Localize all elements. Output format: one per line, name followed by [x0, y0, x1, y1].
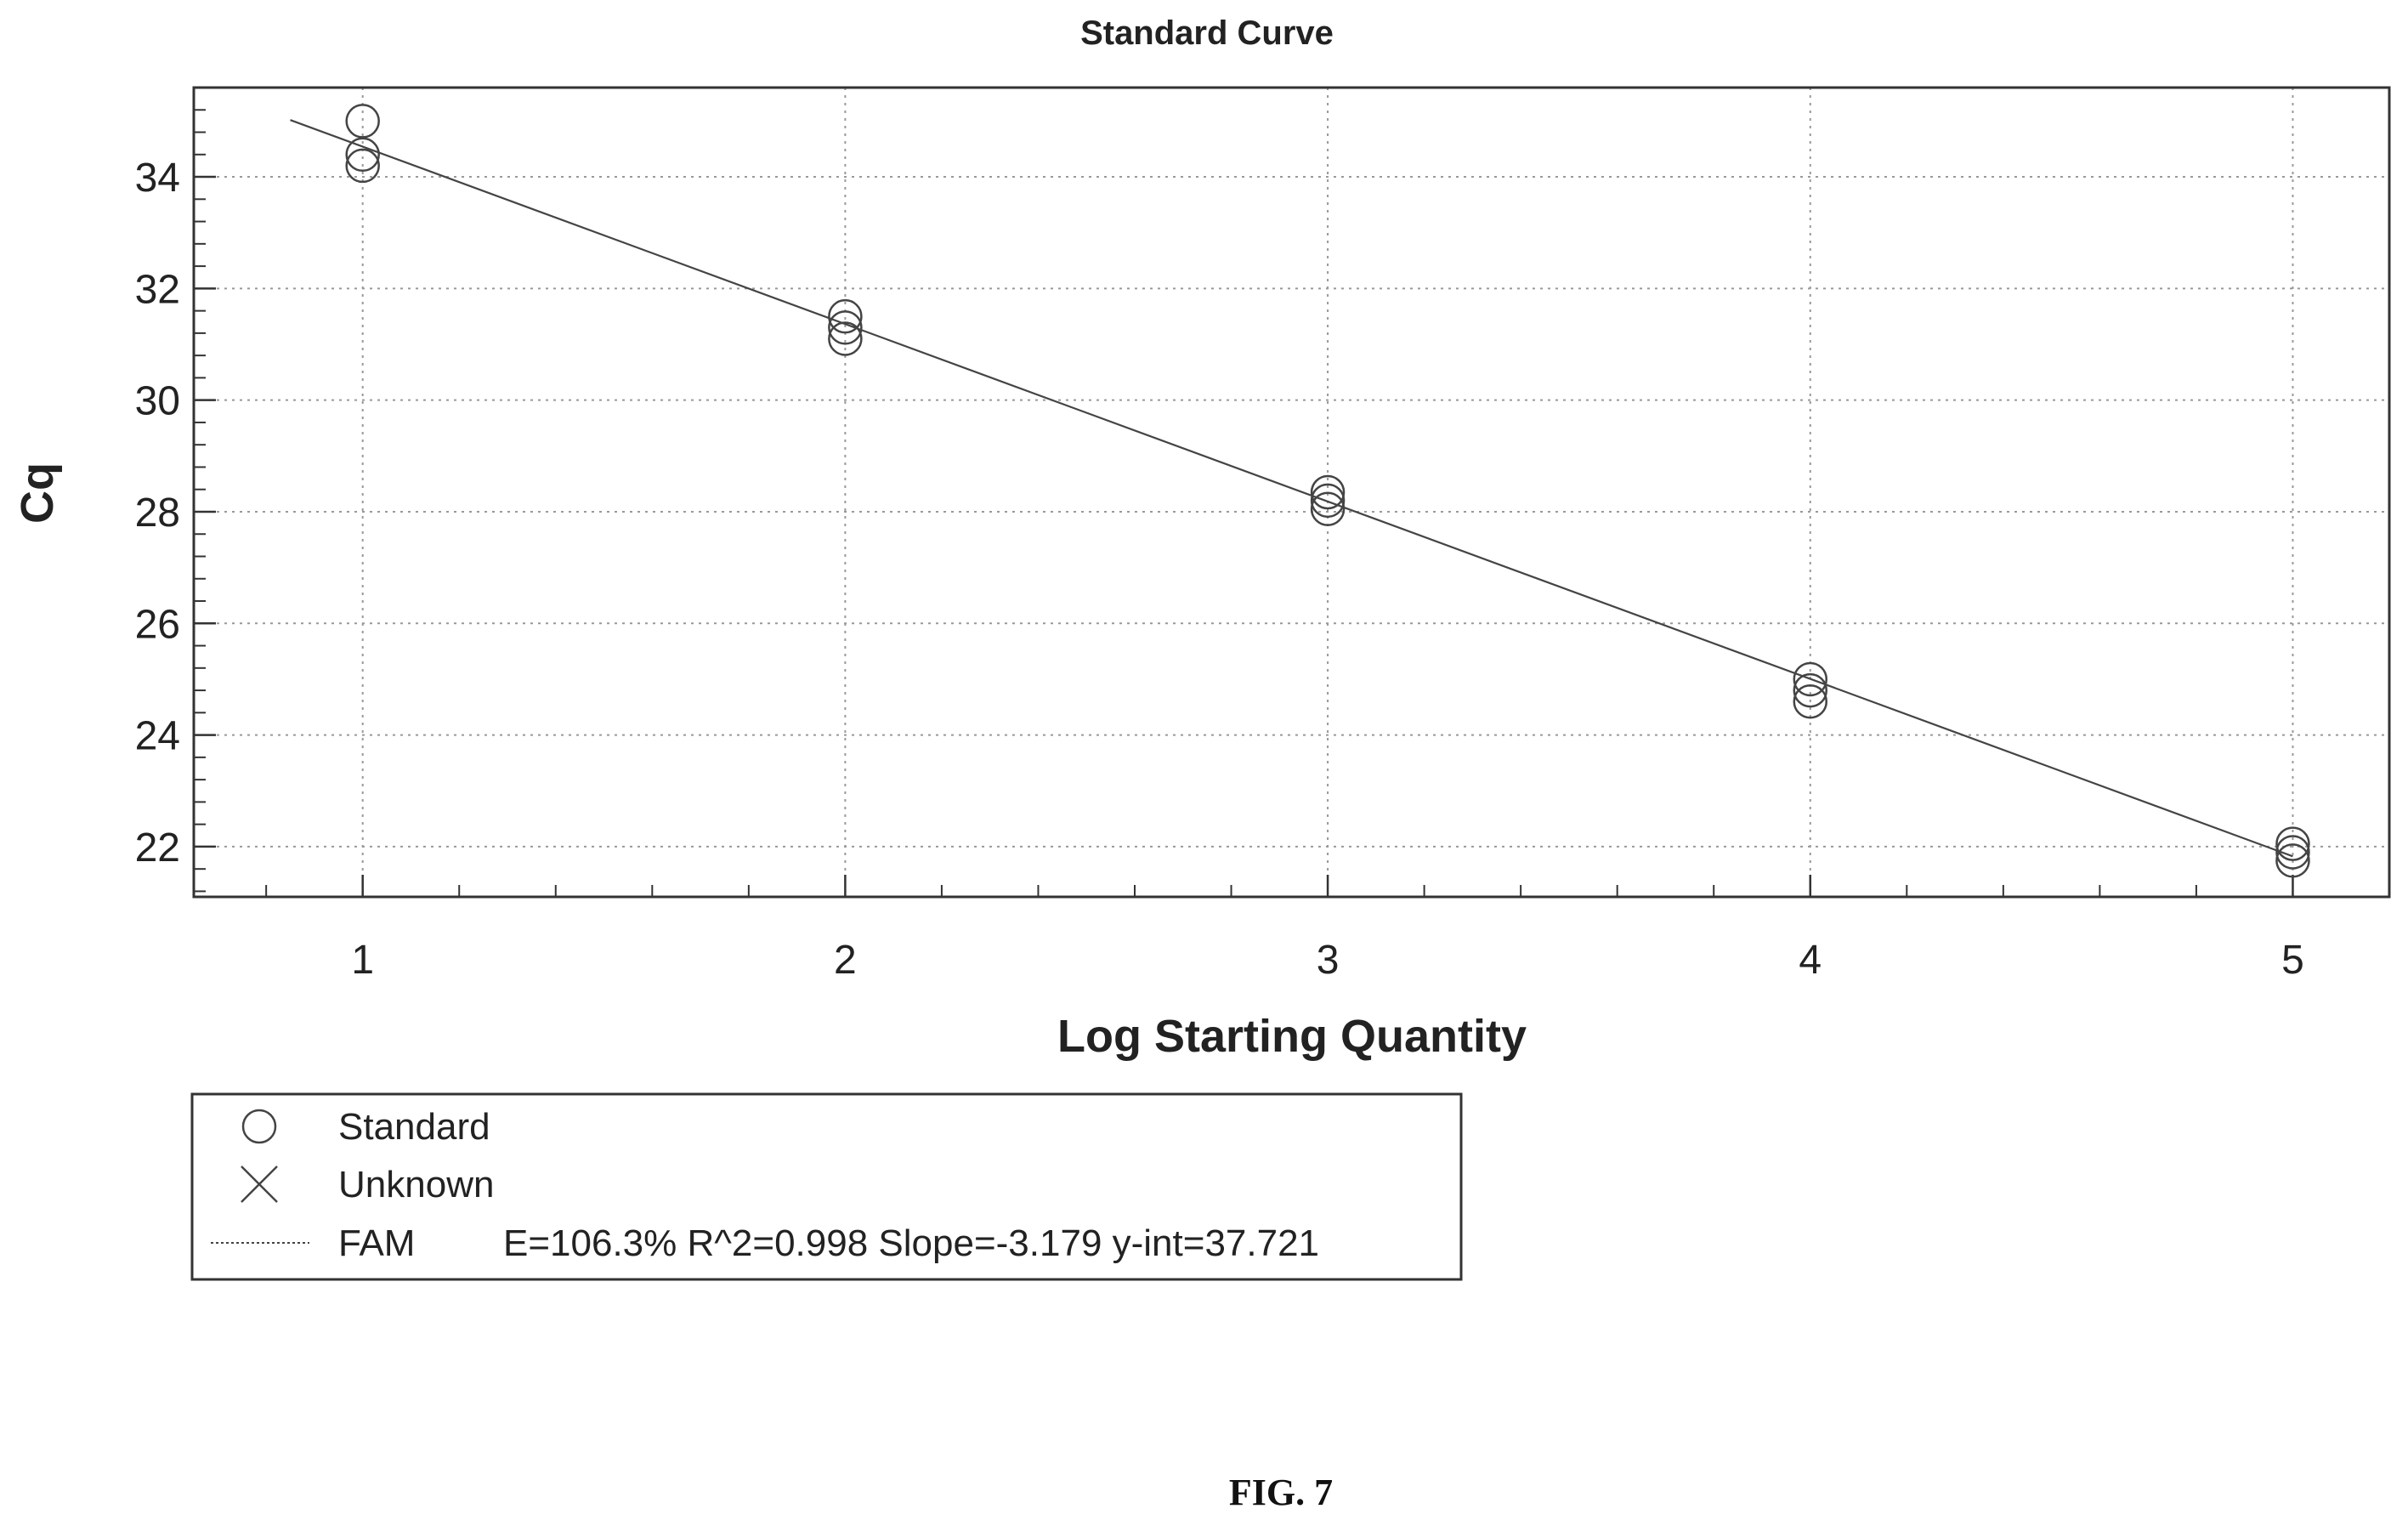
- plot-frame: [192, 86, 2391, 899]
- x-tick-label: 3: [1317, 938, 1340, 983]
- standard-point: [1310, 483, 1346, 519]
- x-axis-title: Log Starting Quantity: [1057, 1011, 1527, 1062]
- fit-line-fam: [290, 119, 2293, 858]
- standard-point: [2275, 835, 2310, 870]
- standard-point: [2275, 826, 2310, 861]
- standard-point: [1793, 672, 1828, 708]
- standard-point: [1793, 661, 1828, 697]
- legend-unknown-label: Unknown: [338, 1164, 494, 1205]
- grid-lines: [194, 88, 2389, 897]
- x-tick-label: 4: [1799, 938, 1822, 983]
- legend-fit-stats: E=106.3% R^2=0.998 Slope=-3.179 y-int=37…: [503, 1222, 1319, 1264]
- standard-point: [828, 298, 863, 334]
- standard-point: [345, 148, 380, 184]
- fit-layer: [290, 119, 2293, 858]
- legend-box: [190, 1092, 1463, 1281]
- legend: Standard Unknown FAM E=106.3% R^2=0.998 …: [190, 1092, 1463, 1281]
- x-tick-label: 2: [834, 938, 857, 983]
- chart-title: Standard Curve: [1080, 14, 1334, 52]
- x-tick-label: 1: [351, 938, 374, 983]
- standard-point: [1793, 683, 1828, 719]
- standard-point: [828, 321, 863, 356]
- figure-label: FIG. 7: [1229, 1472, 1333, 1513]
- axis-ticks: [194, 87, 2390, 897]
- standard-point: [828, 310, 863, 345]
- y-tick-label: 28: [135, 491, 180, 536]
- x-tick-label: 5: [2281, 938, 2304, 983]
- y-tick-label: 24: [135, 714, 180, 759]
- standard-point: [345, 137, 380, 173]
- y-tick-label: 30: [135, 379, 180, 424]
- standard-point: [1310, 474, 1346, 510]
- legend-unknown-marker: [241, 1166, 278, 1203]
- y-tick-label: 26: [135, 602, 180, 647]
- legend-standard-label: Standard: [338, 1106, 490, 1148]
- standard-point: [2275, 843, 2310, 878]
- standard-point: [1310, 491, 1346, 526]
- y-tick-label: 34: [135, 156, 180, 201]
- legend-standard-marker: [241, 1109, 277, 1144]
- points-layer: [345, 104, 2310, 878]
- y-tick-label: 22: [135, 825, 180, 871]
- standard-point: [345, 104, 380, 139]
- y-tick-label: 32: [135, 267, 180, 312]
- y-axis-title: Cq: [12, 462, 63, 524]
- legend-fam-label: FAM: [338, 1222, 415, 1264]
